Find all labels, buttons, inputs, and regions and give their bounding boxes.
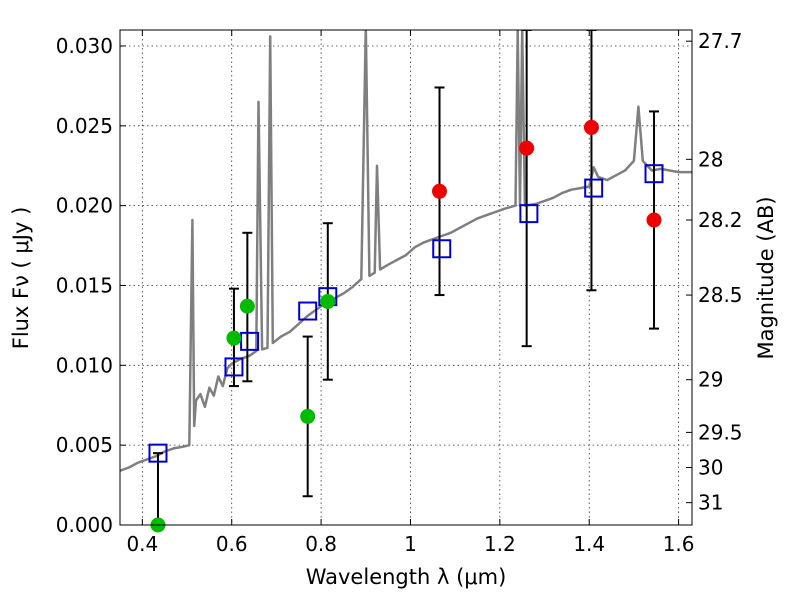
model-flux-square: [148, 443, 168, 463]
y-tick-label: 0.000: [56, 513, 113, 537]
model-spectrum: [120, 30, 692, 472]
green-flux-point: [300, 408, 316, 424]
x-tick-label: 1: [404, 532, 417, 556]
x-tick-label: 1.2: [484, 532, 516, 556]
red-flux-point: [432, 183, 448, 199]
x-axis-title: Wavelength λ (μm): [306, 565, 507, 589]
observed-photometry: [150, 119, 662, 533]
y-tick-labels: 0.000 0.005 0.010 0.015 0.020 0.025 0.030: [56, 34, 113, 537]
y-tick-label: 0.005: [56, 433, 113, 457]
green-flux-point: [320, 293, 336, 309]
green-flux-point: [239, 298, 255, 314]
magnitude-tick-label: 28.2: [698, 208, 743, 232]
x-tick-label: 1.6: [663, 532, 695, 556]
x-tick-label: 0.4: [126, 532, 158, 556]
x-tick-label: 1.4: [573, 532, 605, 556]
red-flux-point: [583, 119, 599, 135]
green-flux-point: [226, 330, 242, 346]
magnitude-tick-labels: 27.7 28 28.2 28.5 29 29.5 30 31: [698, 29, 743, 514]
plot-frame: [119, 29, 693, 526]
error-bars: [152, 30, 660, 525]
model-band-fluxes: [148, 164, 664, 463]
model-flux-square: [584, 178, 604, 198]
y-tick-label: 0.025: [56, 114, 113, 138]
model-flux-square: [644, 164, 664, 184]
model-flux-square: [224, 357, 244, 377]
magnitude-tick-label: 28: [698, 147, 723, 171]
magnitude-axis-title: Magnitude (AB): [754, 196, 778, 359]
spectrum-line: [120, 30, 692, 472]
magnitude-tick-label: 29: [698, 368, 723, 392]
grid: [120, 30, 692, 526]
axis-ticks: [120, 30, 692, 526]
y-tick-label: 0.030: [56, 34, 113, 58]
y-tick-label: 0.015: [56, 273, 113, 297]
magnitude-tick-label: 28.5: [698, 283, 743, 307]
red-flux-point: [646, 212, 662, 228]
magnitude-tick-label: 27.7: [698, 29, 743, 53]
x-tick-label: 0.6: [216, 532, 248, 556]
model-flux-square: [240, 331, 260, 351]
magnitude-tick-label: 31: [698, 491, 723, 515]
red-flux-point: [519, 140, 535, 156]
y-tick-label: 0.020: [56, 194, 113, 218]
x-tick-labels: 0.4 0.6 0.8 1 1.2 1.4 1.6: [126, 532, 694, 556]
y-tick-label: 0.010: [56, 353, 113, 377]
y-axis-title: Flux Fν ( μJy ): [9, 207, 33, 350]
magnitude-tick-label: 30: [698, 456, 723, 480]
x-tick-label: 0.8: [305, 532, 337, 556]
magnitude-tick-label: 29.5: [698, 420, 743, 444]
model-flux-square: [298, 301, 318, 321]
model-flux-square: [432, 239, 452, 259]
model-flux-square: [519, 204, 539, 224]
